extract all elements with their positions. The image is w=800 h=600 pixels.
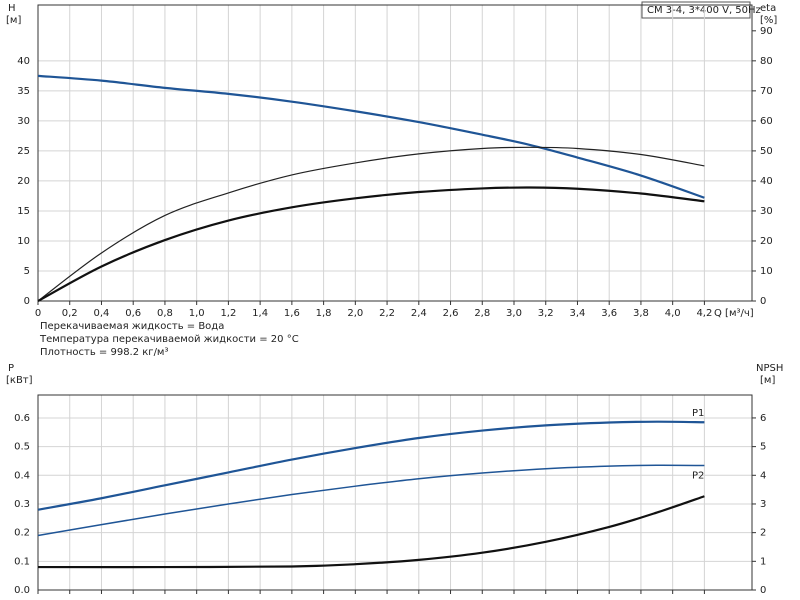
x-label: Q [м³/ч] — [714, 308, 754, 319]
y-label: P — [8, 363, 14, 374]
x-tick-label: 1,0 — [189, 308, 205, 319]
y2-label: eta — [760, 3, 776, 14]
y2-label: NPSH — [756, 363, 783, 374]
x-tick-label: 0,2 — [62, 308, 78, 319]
y2-tick-label: 1 — [760, 556, 766, 567]
x-tick-label: 3,0 — [506, 308, 522, 319]
y2-tick-label: 20 — [760, 236, 773, 247]
y-tick-label: 0.5 — [14, 442, 30, 453]
y2-tick-label: 6 — [760, 413, 766, 424]
y-tick-label: 35 — [17, 86, 30, 97]
curve — [37, 74, 705, 199]
y-tick-label: 40 — [17, 56, 30, 67]
x-tick-label: 3,2 — [538, 308, 554, 319]
curve — [37, 186, 705, 302]
x-tick-label: 1,2 — [220, 308, 236, 319]
y2-tick-label: 60 — [760, 116, 773, 127]
note: Перекачиваемая жидкость = Вода — [40, 321, 224, 332]
x-tick-label: 3,4 — [570, 308, 586, 319]
y2-tick-label: 30 — [760, 206, 773, 217]
plot-frame — [37, 394, 753, 591]
x-tick-label: 0,8 — [157, 308, 173, 319]
y2-tick-label: 0 — [760, 296, 766, 307]
y-tick-label: 0.6 — [14, 413, 30, 424]
y2-tick-label: 10 — [760, 266, 773, 277]
y2-tick-label: 4 — [760, 470, 766, 481]
y2-tick-label: 50 — [760, 146, 773, 157]
curve — [37, 146, 705, 302]
note: Плотность = 998.2 кг/м³ — [40, 347, 169, 358]
y2-tick-label: 70 — [760, 86, 773, 97]
y-tick-label: 5 — [24, 266, 30, 277]
x-tick-label: 2,2 — [379, 308, 395, 319]
x-tick-label: 2,6 — [443, 308, 459, 319]
x-tick-label: 4,2 — [696, 308, 712, 319]
x-tick-label: 2,8 — [474, 308, 490, 319]
note: Температура перекачиваемой жидкости = 20… — [39, 334, 299, 345]
x-tick-label: 1,8 — [316, 308, 332, 319]
y-tick-label: 0 — [24, 296, 30, 307]
plot-frame — [37, 4, 753, 302]
x-tick-label: 1,4 — [252, 308, 268, 319]
y-tick-label: 30 — [17, 116, 30, 127]
y-tick-label: 25 — [17, 146, 30, 157]
y-tick-label: 0.1 — [14, 556, 30, 567]
curve — [37, 464, 705, 537]
x-tick-label: 0,6 — [125, 308, 141, 319]
y-tick-label: 0.0 — [14, 585, 30, 596]
y2-tick-label: 80 — [760, 56, 773, 67]
y2-tick-label: 5 — [760, 442, 766, 453]
y2-tick-label: 3 — [760, 499, 766, 510]
x-tick-label: 3,8 — [633, 308, 649, 319]
legend-box — [641, 1, 751, 19]
y2-unit: [м] — [760, 375, 775, 386]
y-tick-label: 0.4 — [14, 470, 30, 481]
x-tick-label: 3,6 — [601, 308, 617, 319]
x-tick-label: 2,0 — [347, 308, 363, 319]
series-label: P2 — [692, 471, 704, 482]
y-tick-label: 0.3 — [14, 499, 30, 510]
y-unit: [м] — [6, 15, 21, 26]
y2-tick-label: 90 — [760, 26, 773, 37]
y-tick-label: 10 — [17, 236, 30, 247]
y-tick-label: 20 — [17, 176, 30, 187]
y-tick-label: 0.2 — [14, 528, 30, 539]
x-tick-label: 2,4 — [411, 308, 427, 319]
curve — [37, 420, 705, 511]
x-tick-label: 0 — [35, 308, 41, 319]
y-tick-label: 15 — [17, 206, 30, 217]
x-tick-label: 0,4 — [94, 308, 110, 319]
curve — [37, 495, 705, 569]
x-tick-label: 4,0 — [665, 308, 681, 319]
y-label: H — [8, 3, 16, 14]
series-label: P1 — [692, 408, 704, 419]
y-unit: [кВт] — [6, 375, 33, 386]
y2-tick-label: 40 — [760, 176, 773, 187]
x-tick-label: 1,6 — [284, 308, 300, 319]
y2-tick-label: 2 — [760, 528, 766, 539]
y2-unit: [%] — [760, 15, 777, 26]
y2-tick-label: 0 — [760, 585, 766, 596]
